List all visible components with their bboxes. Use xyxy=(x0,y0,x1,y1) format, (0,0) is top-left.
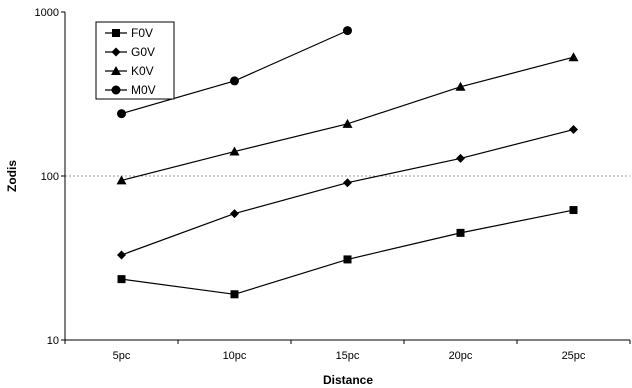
data-point xyxy=(111,47,121,57)
data-point xyxy=(569,125,578,135)
legend: F0V G0V K0V M0V xyxy=(95,21,175,100)
x-tick-label: 20pc xyxy=(449,350,473,362)
data-point xyxy=(230,290,239,299)
series-layer xyxy=(116,26,579,299)
data-point xyxy=(111,85,121,95)
legend-entry: K0V xyxy=(105,64,154,78)
y-ticks: 10 100 1000 xyxy=(35,7,65,347)
data-point xyxy=(342,118,353,128)
legend-entry: G0V xyxy=(105,45,155,59)
series-line xyxy=(121,209,574,295)
y-tick-label: 10 xyxy=(47,335,59,347)
data-point xyxy=(229,146,240,156)
x-tick-label: 15pc xyxy=(336,350,360,362)
data-point xyxy=(343,26,352,36)
series-K0V xyxy=(116,52,579,185)
data-point xyxy=(456,228,465,237)
data-point xyxy=(343,255,352,264)
data-point xyxy=(230,76,239,86)
x-tick-label: 25pc xyxy=(562,350,586,362)
x-tick-label: 10pc xyxy=(223,350,247,362)
data-point xyxy=(455,81,466,91)
series-line xyxy=(121,128,574,256)
data-point xyxy=(568,52,579,62)
data-point xyxy=(116,175,127,185)
data-point xyxy=(230,209,239,219)
y-tick-label: 100 xyxy=(41,171,59,183)
legend-entry: F0V xyxy=(105,26,153,40)
y-axis-title: Zodis xyxy=(5,160,19,192)
series-line xyxy=(121,56,574,181)
data-point xyxy=(111,66,121,75)
legend-label: G0V xyxy=(131,45,155,59)
data-point xyxy=(112,29,120,37)
series-G0V xyxy=(117,125,578,260)
x-axis-title: Distance xyxy=(323,373,373,387)
data-point xyxy=(117,250,126,260)
data-point xyxy=(569,206,578,215)
data-point xyxy=(117,109,126,119)
data-point xyxy=(117,275,126,284)
x-ticks: 5pc 10pc 15pc 20pc 25pc xyxy=(64,340,631,362)
data-point xyxy=(456,153,465,163)
legend-label: K0V xyxy=(131,64,154,78)
data-point xyxy=(343,178,352,188)
legend-entry: M0V xyxy=(105,83,156,97)
y-tick-label: 1000 xyxy=(35,7,59,19)
legend-box xyxy=(95,21,175,100)
series-M0V xyxy=(117,26,352,119)
legend-label: F0V xyxy=(131,26,153,40)
x-tick-label: 5pc xyxy=(113,350,131,362)
series-F0V xyxy=(117,206,578,299)
legend-label: M0V xyxy=(131,83,156,97)
